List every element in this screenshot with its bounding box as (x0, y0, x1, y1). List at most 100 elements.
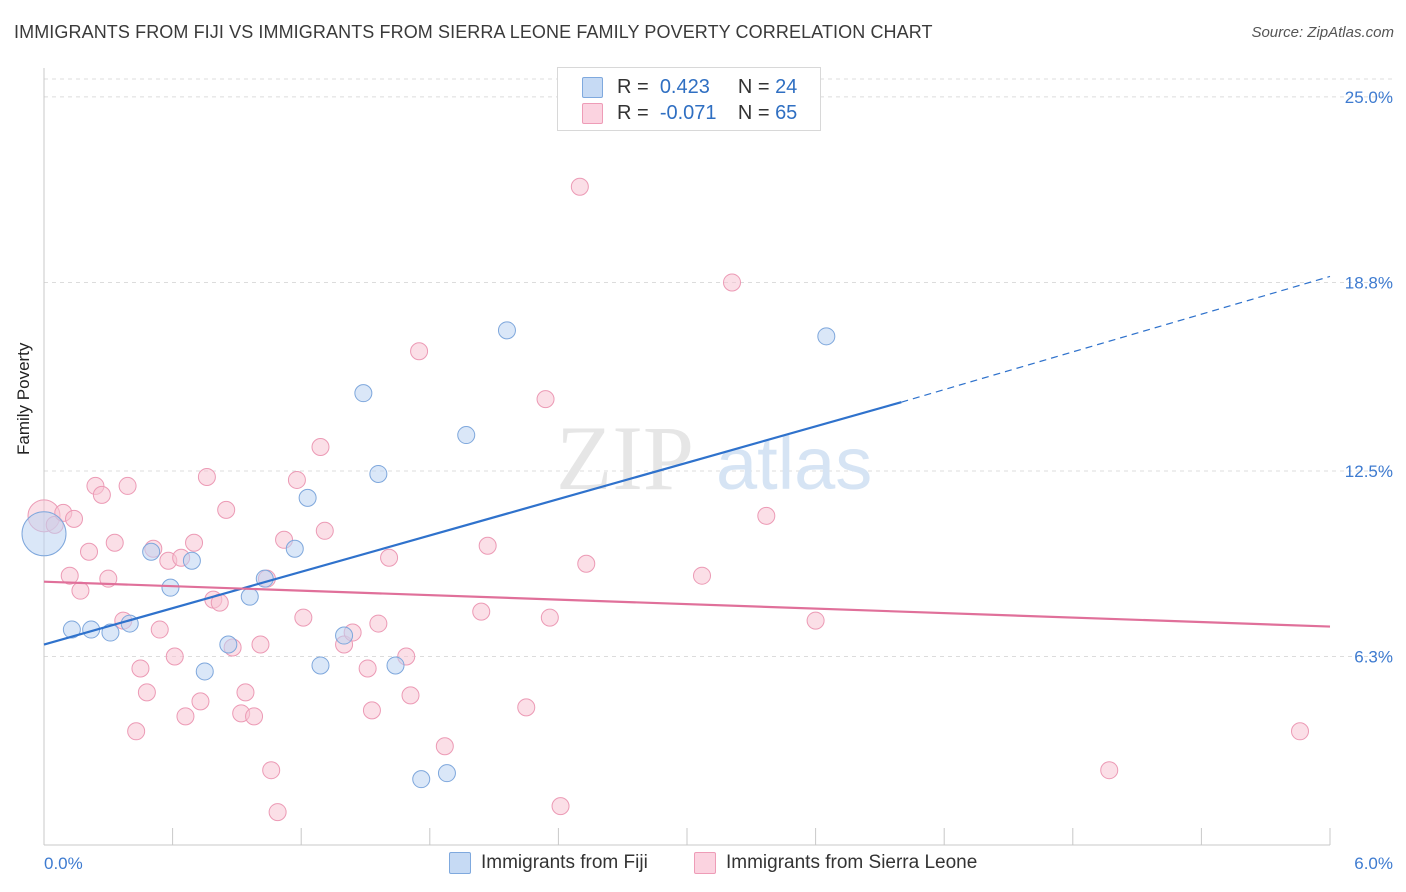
sierra-leone-point (1100, 761, 1119, 780)
sierra-leone-point (60, 566, 79, 585)
legend-item-fiji[interactable]: Immigrants from Fiji (449, 852, 648, 874)
sierra-leone-point (217, 500, 236, 519)
fiji-trend-extension (901, 275, 1331, 403)
sierra-leone-point (185, 533, 204, 552)
sierra-leone-point (540, 608, 559, 627)
watermark-atlas: atlas (716, 422, 872, 505)
fiji-point (335, 626, 354, 645)
x-tick-label: 0.0% (44, 854, 83, 873)
x-tick-labels: 0.0% 6.0% (44, 854, 1393, 873)
y-tick-labels: 6.3% 12.5% 18.8% 25.0% (1345, 88, 1393, 667)
sierra-leone-point (723, 273, 742, 292)
sierra-leone-n-value: 65 (775, 101, 798, 124)
y-tick-label: 25.0% (1345, 88, 1393, 107)
sierra-leone-point (268, 803, 287, 822)
fiji-point (437, 764, 456, 783)
sierra-leone-point (105, 533, 124, 552)
sierra-leone-r-value: -0.071 (659, 101, 717, 124)
sierra-leone-point (71, 581, 90, 600)
stats-box: R = 0.423 N = 24 R = -0.071 N = 65 (557, 67, 821, 131)
source-credit: Source: ZipAtlas.com (1251, 24, 1394, 41)
y-tick-label: 18.8% (1345, 273, 1393, 292)
fiji-point (412, 770, 431, 789)
sierra-leone-point (65, 509, 84, 528)
sierra-leone-point (806, 611, 825, 630)
fiji-point (497, 321, 516, 340)
sierra-leone-point (176, 707, 195, 726)
fiji-points (21, 321, 836, 789)
sierra-leone-point (362, 701, 381, 720)
sierra-leone-point (131, 659, 150, 678)
fiji-r-value: 0.423 (659, 75, 710, 98)
sierra-leone-point (435, 737, 454, 756)
fiji-n-value: 24 (775, 75, 798, 98)
fiji-point (386, 656, 405, 675)
gridlines (44, 78, 1394, 657)
fiji-point (62, 620, 81, 639)
sierra-leone-swatch (582, 102, 603, 124)
legend-swatch-fiji (449, 852, 471, 874)
legend-label-fiji: Immigrants from Fiji (481, 852, 648, 873)
sierra-leone-point (551, 797, 570, 816)
fiji-point (195, 662, 214, 681)
watermark-zip: ZIP (556, 407, 694, 509)
sierra-leone-point (536, 390, 555, 409)
fiji-point (240, 587, 259, 606)
sierra-leone-point (517, 698, 536, 717)
stats-row-sierra-leone: R = -0.071 N = 65 (582, 101, 797, 125)
sierra-leone-point (1290, 722, 1309, 741)
sierra-leone-point (150, 620, 169, 639)
sierra-leone-point (287, 470, 306, 489)
fiji-point (457, 426, 476, 445)
fiji-point (369, 464, 388, 483)
legend-item-sierra-leone[interactable]: Immigrants from Sierra Leone (694, 852, 977, 874)
sierra-leone-point (401, 686, 420, 705)
sierra-leone-point (410, 342, 429, 361)
n-label: N = (737, 75, 770, 98)
fiji-point (311, 656, 330, 675)
fiji-point (21, 511, 67, 557)
sierra-leone-point (251, 635, 270, 654)
sierra-leone-point (693, 566, 712, 585)
sierra-leone-point (757, 506, 776, 525)
fiji-point (161, 578, 180, 597)
fiji-point (285, 539, 304, 558)
x-tick-label: 6.0% (1354, 854, 1393, 873)
axes (43, 68, 1331, 846)
r-label: R = (617, 101, 649, 124)
r-label: R = (617, 75, 649, 98)
n-label: N = (737, 101, 770, 124)
sierra-leone-point (80, 542, 99, 561)
fiji-point (298, 488, 317, 507)
sierra-leone-point (127, 722, 146, 741)
sierra-leone-point (380, 548, 399, 567)
fiji-swatch (582, 76, 603, 98)
trend-lines (43, 275, 1331, 646)
sierra-leone-point (92, 485, 111, 504)
fiji-point (101, 623, 120, 642)
fiji-point (817, 327, 836, 346)
sierra-leone-point (369, 614, 388, 633)
sierra-leone-point (577, 554, 596, 573)
y-tick-label: 6.3% (1354, 647, 1393, 666)
fiji-point (219, 635, 238, 654)
legend-swatch-sierra-leone (694, 852, 716, 874)
chart-title: IMMIGRANTS FROM FIJI VS IMMIGRANTS FROM … (14, 22, 933, 42)
fiji-point (182, 551, 201, 570)
fiji-trend-line (43, 401, 902, 646)
sierra-leone-point (570, 177, 589, 196)
sierra-leone-point (245, 707, 264, 726)
sierra-leone-point (165, 647, 184, 666)
stats-row-fiji: R = 0.423 N = 24 (582, 75, 797, 99)
watermark: ZIP atlas (556, 407, 872, 509)
sierra-leone-point (472, 602, 491, 621)
sierra-leone-trend-line (43, 580, 1331, 628)
sierra-leone-point (118, 476, 137, 495)
sierra-leone-point (294, 608, 313, 627)
legend-label-sierra-leone: Immigrants from Sierra Leone (726, 852, 978, 873)
sierra-leone-point (236, 683, 255, 702)
y-tick-label: 12.5% (1345, 462, 1393, 481)
y-axis-label: Family Poverty (14, 342, 33, 455)
sierra-leone-point (311, 438, 330, 457)
